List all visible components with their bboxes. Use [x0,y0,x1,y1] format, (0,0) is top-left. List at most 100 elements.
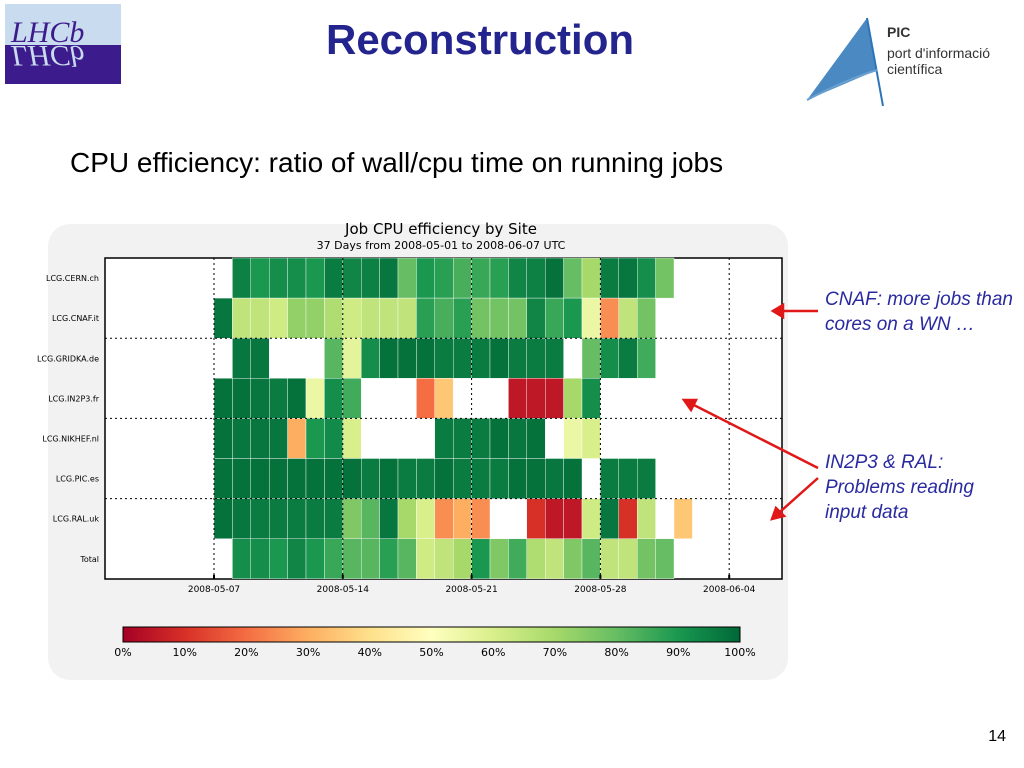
heatmap-cell [269,538,288,580]
heatmap-cell [563,418,583,459]
heatmap-cell [581,498,601,539]
heatmap-cell [489,338,509,379]
heatmap-cell [581,418,601,459]
heatmap-cell [489,418,509,459]
heatmap-cell [526,498,546,539]
heatmap-cell [305,458,325,499]
heatmap-cell [361,458,380,499]
heatmap-cell [324,498,343,539]
heatmap-cell [526,297,546,339]
heatmap-cell [508,418,527,459]
heatmap-cell [618,538,638,580]
heatmap-cell [508,257,527,299]
heatmap-cell [489,257,509,299]
heatmap-cell [471,498,491,539]
heatmap-cell [545,458,564,499]
heatmap-cell [526,458,546,499]
heatmap-cell [305,538,325,580]
in2p3-arrow [683,398,819,470]
heatmap-cell [324,378,343,419]
in2p3-ral-annotation: IN2P3 & RAL: Problems reading input data [825,452,974,523]
heatmap-cell [232,458,251,499]
colorbar-label: 70% [543,646,567,659]
heatmap-cell [342,538,362,580]
heatmap-cell [232,498,251,539]
site-label: Total [79,555,99,564]
heatmap-cell [600,257,620,299]
heatmap-cell [637,498,656,539]
chart-subtitle: 37 Days from 2008-05-01 to 2008-06-07 UT… [317,239,566,252]
heatmap-cell [453,297,472,339]
heatmap-cell [232,538,251,580]
heatmap-cell [434,378,454,419]
pic-logo-line2: científica [887,61,942,77]
heatmap-cell [397,458,417,499]
heatmap-cell [269,257,288,299]
colorbar-label: 10% [172,646,196,659]
heatmap-cell [673,498,693,539]
heatmap-cell [250,458,270,499]
site-label: LCG.IN2P3.fr [48,394,99,403]
heatmap-cell [269,498,288,539]
ral-arrowhead [770,505,787,521]
heatmap-cell [232,297,251,339]
heatmap-cell [269,378,288,419]
colorbar-label: 20% [234,646,258,659]
heatmap-cell [508,297,527,339]
heatmap-cell [324,458,343,499]
heatmap-cell [250,418,270,459]
heatmap-cell [250,257,270,299]
heatmap-cell [324,418,343,459]
x-tick-label: 2008-05-14 [317,585,370,595]
heatmap-cell [489,538,509,580]
heatmap-cell [434,458,454,499]
heatmap-cell [342,338,362,379]
heatmap-cell [471,458,491,499]
heatmap-cell [361,297,380,339]
heatmap-cell [637,458,656,499]
heatmap-cell [618,458,638,499]
heatmap-cell [342,257,362,299]
heatmap-cell [269,458,288,499]
heatmap-cell [526,378,546,419]
heatmap-cell [581,338,601,379]
heatmap-cell [434,418,454,459]
x-tick-label: 2008-05-21 [445,585,497,595]
heatmap-cell [287,378,307,419]
in2p3-arrowhead [681,398,699,413]
page-number: 14 [988,728,1006,745]
heatmap-cell [287,458,307,499]
heatmap-cell [563,378,583,419]
heatmap-cell [213,418,233,459]
heatmap-cell [581,297,601,339]
heatmap-cell [508,338,527,379]
heatmap-cell [618,498,638,539]
heatmap-cell [213,297,233,339]
heatmap-cell [655,257,675,299]
heatmap-cell [563,538,583,580]
colorbar-label: 100% [724,646,755,659]
heatmap-cell [618,297,638,339]
slide-title: Reconstruction [325,16,635,63]
heatmap-cell [545,338,564,379]
heatmap-cell [563,498,583,539]
heatmap-cell [581,378,601,419]
heatmap-cell [471,257,491,299]
heatmap-cell [305,257,325,299]
heatmap-cell [324,297,343,339]
heatmap-cell [434,338,454,379]
heatmap-cell [397,538,417,580]
heatmap-cell [361,257,380,299]
heatmap-cell [361,498,380,539]
heatmap-cell [600,538,620,580]
colorbar-label: 50% [419,646,443,659]
heatmap-cell [342,458,362,499]
site-label: LCG.PIC.es [56,475,99,484]
heatmap-cell [416,378,435,419]
heatmap-cell [471,297,491,339]
heatmap-cell [250,538,270,580]
heatmap-cell [434,538,454,580]
heatmap-cell [305,498,325,539]
heatmap-cell [545,297,564,339]
